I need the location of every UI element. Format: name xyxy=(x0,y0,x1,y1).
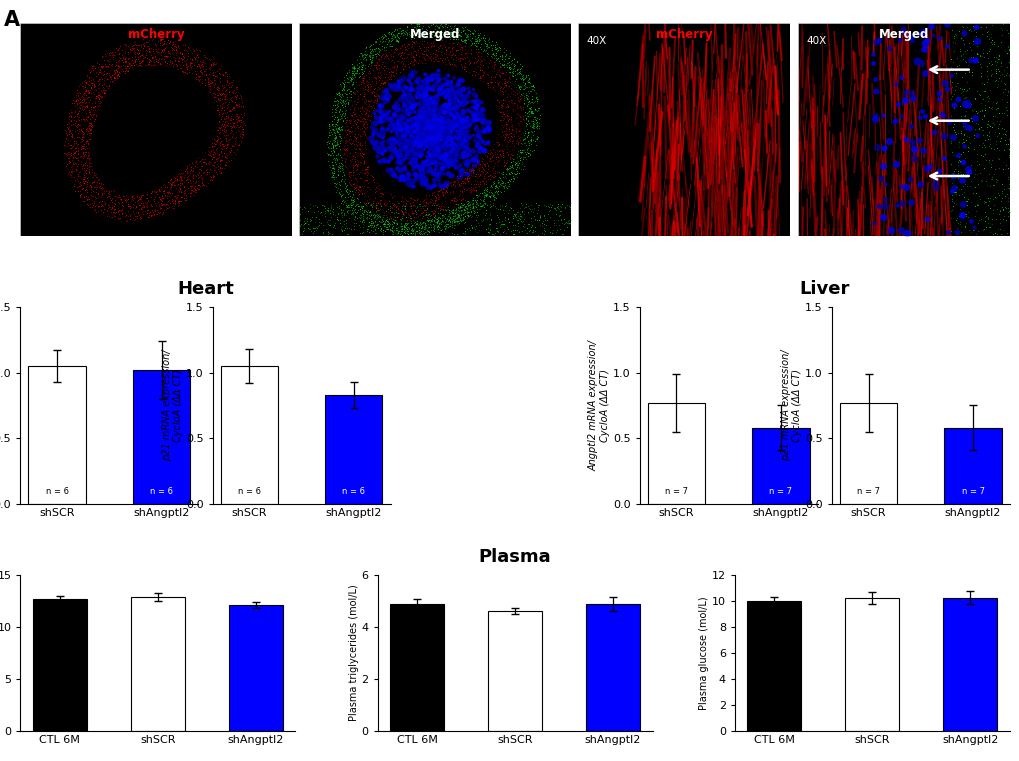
Bar xyxy=(944,428,1001,504)
Bar xyxy=(845,597,899,731)
Bar xyxy=(228,605,282,731)
Text: mCherry: mCherry xyxy=(655,28,712,41)
Text: A: A xyxy=(4,10,20,30)
Bar xyxy=(220,366,278,504)
Y-axis label: p21 mRNA expression/
CycloA (ΔΔ CT): p21 mRNA expression/ CycloA (ΔΔ CT) xyxy=(781,349,802,461)
Text: Plasma: Plasma xyxy=(478,548,551,566)
Text: n = 6: n = 6 xyxy=(237,487,261,495)
Bar xyxy=(130,597,184,731)
Text: 40X: 40X xyxy=(805,36,825,46)
Text: n = 6: n = 6 xyxy=(46,487,68,495)
Bar xyxy=(390,604,443,731)
Text: n = 6: n = 6 xyxy=(342,487,365,495)
Text: n = 6: n = 6 xyxy=(150,487,173,495)
Bar xyxy=(751,428,809,504)
Y-axis label: Plasma triglycerides (mol/L): Plasma triglycerides (mol/L) xyxy=(348,584,359,721)
Bar xyxy=(647,403,704,504)
Bar xyxy=(325,395,382,504)
Bar xyxy=(33,599,87,731)
Bar xyxy=(747,601,801,731)
Y-axis label: p21 mRNA expression/
CycloA (ΔΔ CT): p21 mRNA expression/ CycloA (ΔΔ CT) xyxy=(161,349,183,461)
Bar xyxy=(488,611,541,731)
Text: mCherry: mCherry xyxy=(127,28,184,41)
Bar xyxy=(943,597,997,731)
Text: n = 7: n = 7 xyxy=(856,487,879,495)
Text: 40X: 40X xyxy=(586,36,606,46)
Text: n = 7: n = 7 xyxy=(664,487,687,495)
Text: n = 7: n = 7 xyxy=(768,487,792,495)
Text: Liver: Liver xyxy=(799,280,849,298)
Text: n = 7: n = 7 xyxy=(961,487,983,495)
Text: Heart: Heart xyxy=(177,280,233,298)
Y-axis label: Angptl2 mRNA expression/
CycloA (ΔΔ CT): Angptl2 mRNA expression/ CycloA (ΔΔ CT) xyxy=(588,340,609,471)
Bar xyxy=(29,366,86,504)
Bar xyxy=(586,604,639,731)
Text: Merged: Merged xyxy=(877,28,928,41)
Bar xyxy=(132,370,191,504)
Bar xyxy=(839,403,897,504)
Text: Merged: Merged xyxy=(410,28,460,41)
Y-axis label: Plasma glucose (mol/L): Plasma glucose (mol/L) xyxy=(698,596,708,709)
